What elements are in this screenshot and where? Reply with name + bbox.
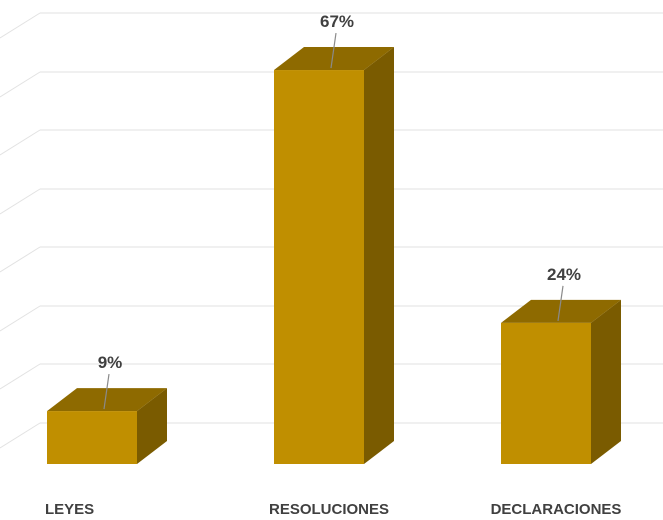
- bar-front-face: [501, 322, 591, 464]
- data-label-leader: [103, 373, 110, 410]
- data-label-leader: [557, 285, 564, 321]
- labels: 9% LEYES 67% RESOLUCIONES 24% DECLARACIONES: [45, 12, 621, 518]
- bar-side-face: [364, 47, 394, 464]
- gridline-side: [0, 422, 41, 449]
- data-label: 9%: [98, 353, 123, 372]
- gridline-side: [0, 12, 41, 39]
- bar-front-face: [274, 70, 364, 464]
- gridline-side: [0, 71, 41, 98]
- gridline-side: [0, 129, 41, 156]
- data-label-leader: [330, 32, 337, 69]
- bars: [47, 47, 621, 464]
- gridline-side: [0, 363, 41, 390]
- bar-side-face: [137, 388, 167, 464]
- bar-declaraciones: [501, 299, 621, 464]
- bar-top-face: [274, 47, 394, 71]
- category-label: DECLARACIONES: [491, 501, 622, 518]
- bar-front-face: [47, 411, 137, 464]
- bar-resoluciones: [274, 47, 394, 464]
- gridline-side: [0, 305, 41, 332]
- bar-side-face: [591, 299, 621, 464]
- category-label: RESOLUCIONES: [269, 501, 389, 518]
- category-label: LEYES: [45, 501, 94, 518]
- gridline-side: [0, 246, 41, 273]
- gridline-side: [0, 188, 41, 215]
- bar-top-face: [47, 388, 167, 412]
- bar-top-face: [501, 299, 621, 323]
- data-label: 24%: [547, 265, 581, 284]
- data-label: 67%: [320, 12, 354, 31]
- bar-leyes: [47, 388, 167, 464]
